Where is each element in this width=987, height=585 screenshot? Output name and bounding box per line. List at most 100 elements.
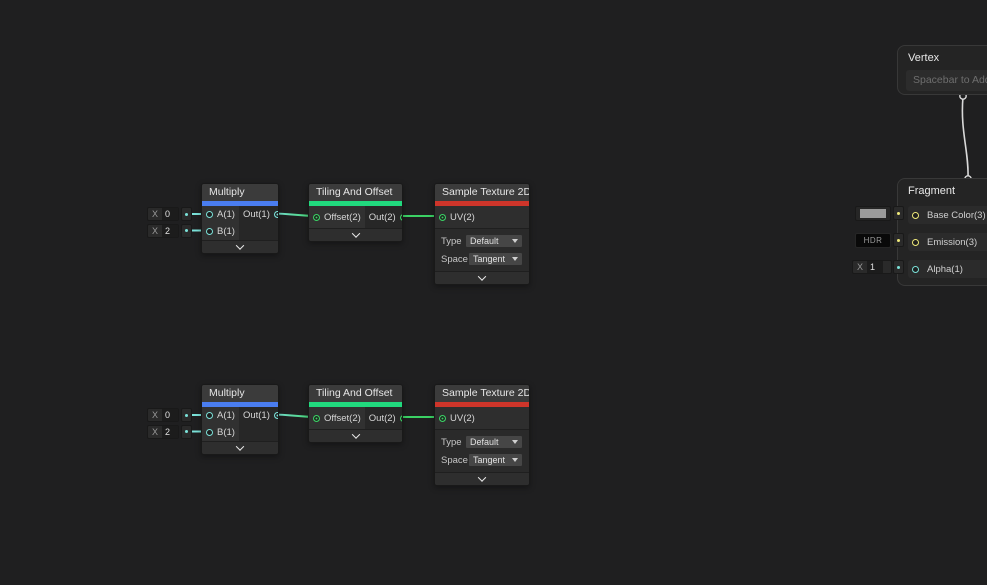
- port-output[interactable]: [399, 213, 402, 221]
- float-input-value[interactable]: 2: [162, 224, 179, 237]
- node-multiply-1[interactable]: Multiply A(1) B(1) Out(1): [201, 183, 279, 254]
- port-label: B(1): [217, 226, 235, 237]
- edge-vertex-to-fragment[interactable]: [961, 96, 969, 179]
- control-label: Type: [441, 235, 462, 247]
- node-title: Tiling And Offset: [309, 385, 402, 402]
- float-input-label: X: [857, 262, 864, 272]
- float-input-value[interactable]: 0: [162, 409, 179, 421]
- node-collapse-button[interactable]: [435, 271, 529, 284]
- port-input-b[interactable]: [206, 228, 213, 235]
- port-label: UV(2): [450, 412, 475, 424]
- node-collapse-button[interactable]: [309, 228, 402, 241]
- category-bar-texture: [435, 402, 529, 407]
- float-connector-b2: [181, 424, 192, 439]
- float-input-value[interactable]: 1: [867, 261, 884, 273]
- float-input-value[interactable]: 2: [162, 425, 179, 438]
- caret-down-icon: [512, 257, 518, 261]
- float-input-label: X: [152, 209, 159, 219]
- connector-dot-icon: [185, 430, 188, 433]
- port-label: B(1): [217, 427, 235, 438]
- port-label: Base Color(3): [927, 209, 986, 221]
- space-dropdown[interactable]: Tangent: [467, 252, 523, 266]
- port-input-uv[interactable]: [439, 213, 446, 221]
- float-input-label: X: [152, 426, 159, 437]
- node-collapse-button[interactable]: [202, 441, 278, 454]
- chevron-down-icon: [235, 241, 245, 250]
- node-tiling-offset-2[interactable]: Tiling And Offset Offset(2) Out(2): [308, 384, 403, 443]
- port-output[interactable]: [273, 211, 278, 218]
- block-base-color[interactable]: Base Color(3): [908, 206, 987, 224]
- node-title: Multiply: [202, 184, 278, 201]
- port-input-a[interactable]: [206, 211, 213, 218]
- category-bar-uv: [309, 201, 402, 206]
- float-input-label: X: [152, 225, 159, 236]
- caret-down-icon: [512, 239, 518, 243]
- block-alpha[interactable]: Alpha(1): [908, 260, 987, 278]
- port-input-base-color[interactable]: [912, 211, 919, 219]
- dropdown-value: Default: [470, 437, 499, 447]
- dropdown-value: Tangent: [472, 254, 505, 264]
- port-label: Emission(3): [927, 236, 978, 248]
- node-title: Sample Texture 2D: [435, 385, 529, 402]
- float-input-a1[interactable]: X 0: [147, 207, 180, 221]
- vertex-context-block[interactable]: Vertex Spacebar to Add: [897, 45, 987, 95]
- float-connector-emission: [893, 233, 904, 247]
- fragment-context-block[interactable]: Fragment Base Color(3) Emission(3) Alpha…: [897, 178, 987, 286]
- block-emission[interactable]: Emission(3): [908, 233, 987, 251]
- port-input-offset[interactable]: [313, 213, 320, 221]
- context-block-title: Vertex: [908, 52, 940, 64]
- caret-down-icon: [512, 458, 518, 462]
- float-input-value[interactable]: 0: [162, 208, 179, 220]
- base-color-picker[interactable]: [855, 206, 891, 221]
- float-connector-a1: [181, 207, 192, 221]
- node-multiply-2[interactable]: Multiply A(1) B(1) Out(1): [201, 384, 279, 455]
- float-input-a2[interactable]: X 0: [147, 408, 180, 422]
- port-input-alpha[interactable]: [912, 265, 919, 273]
- chevron-down-icon: [235, 442, 245, 451]
- float-connector-b1: [181, 223, 192, 238]
- port-input-emission[interactable]: [912, 238, 919, 246]
- alpha-float-input[interactable]: X 1: [852, 260, 892, 274]
- chevron-down-icon: [477, 473, 487, 482]
- connector-dot-icon: [185, 229, 188, 232]
- node-title: Sample Texture 2D: [435, 184, 529, 201]
- connector-dot-icon: [897, 238, 900, 242]
- node-collapse-button[interactable]: [309, 429, 402, 442]
- port-label: Offset(2): [324, 412, 361, 424]
- port-label: A(1): [217, 410, 235, 421]
- node-sample-texture-2[interactable]: Sample Texture 2D UV(2) Type Default Spa…: [434, 384, 530, 486]
- node-collapse-button[interactable]: [435, 472, 529, 485]
- add-block-placeholder[interactable]: Spacebar to Add: [906, 70, 987, 91]
- port-output[interactable]: [399, 414, 402, 422]
- port-input-offset[interactable]: [313, 414, 320, 422]
- port-input-uv[interactable]: [439, 414, 446, 422]
- category-bar-uv: [309, 402, 402, 407]
- port-label: Out(1): [242, 410, 270, 421]
- type-dropdown[interactable]: Default: [465, 234, 523, 248]
- port-input-b[interactable]: [206, 429, 213, 436]
- port-label: Alpha(1): [927, 263, 963, 275]
- node-tiling-offset-1[interactable]: Tiling And Offset Offset(2) Out(2): [308, 183, 403, 242]
- port-input-a[interactable]: [206, 412, 213, 419]
- node-collapse-button[interactable]: [202, 240, 278, 253]
- color-swatch-icon: [860, 209, 886, 218]
- control-label: Space: [441, 253, 468, 265]
- float-input-b2[interactable]: X 2: [147, 424, 180, 439]
- emission-hdr-picker[interactable]: HDR: [855, 233, 891, 248]
- context-block-title: Fragment: [908, 185, 956, 197]
- space-dropdown[interactable]: Tangent: [467, 453, 523, 467]
- port-output[interactable]: [273, 412, 278, 419]
- control-label: Type: [441, 436, 462, 448]
- dropdown-value: Default: [470, 236, 499, 246]
- port-label: A(1): [217, 209, 235, 220]
- float-input-label: X: [152, 410, 159, 420]
- node-sample-texture-1[interactable]: Sample Texture 2D UV(2) Type Default Spa…: [434, 183, 530, 285]
- float-input-b1[interactable]: X 2: [147, 223, 180, 238]
- chevron-down-icon: [477, 272, 487, 281]
- type-dropdown[interactable]: Default: [465, 435, 523, 449]
- port-label: Out(2): [368, 412, 396, 424]
- float-connector-alpha: [893, 260, 904, 274]
- caret-down-icon: [512, 440, 518, 444]
